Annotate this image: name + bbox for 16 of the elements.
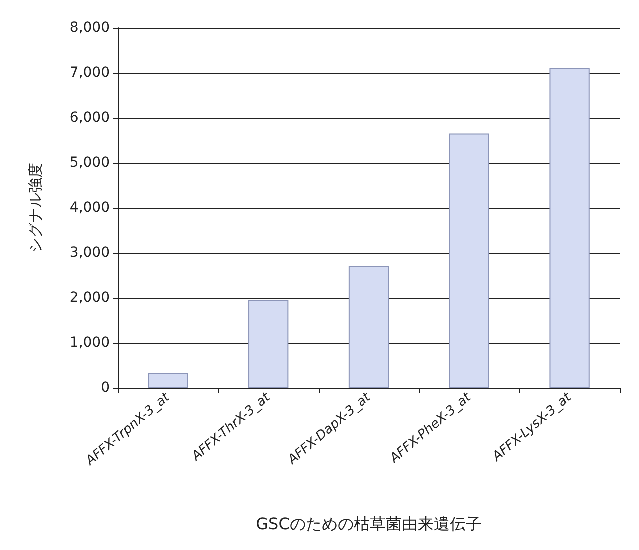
y-tick-label: 7,000 — [70, 65, 110, 81]
bar — [248, 300, 289, 388]
y-tick-label: 5,000 — [70, 155, 110, 171]
bar — [550, 68, 590, 388]
x-axis-title: GSCのための枯草菌由来遺伝子 — [256, 514, 482, 534]
bar — [348, 266, 390, 388]
y-tick-label: 0 — [101, 380, 110, 396]
y-tick-label: 1,000 — [70, 335, 110, 351]
y-axis-title: シグナル強度 — [26, 163, 44, 253]
y-tick-label: 2,000 — [70, 290, 110, 306]
bar — [449, 134, 490, 388]
bar — [148, 373, 188, 388]
y-tick-label: 6,000 — [70, 110, 110, 126]
y-tick-label: 3,000 — [70, 245, 110, 261]
y-tick-label: 4,000 — [70, 200, 110, 216]
y-tick-label: 8,000 — [70, 20, 110, 36]
